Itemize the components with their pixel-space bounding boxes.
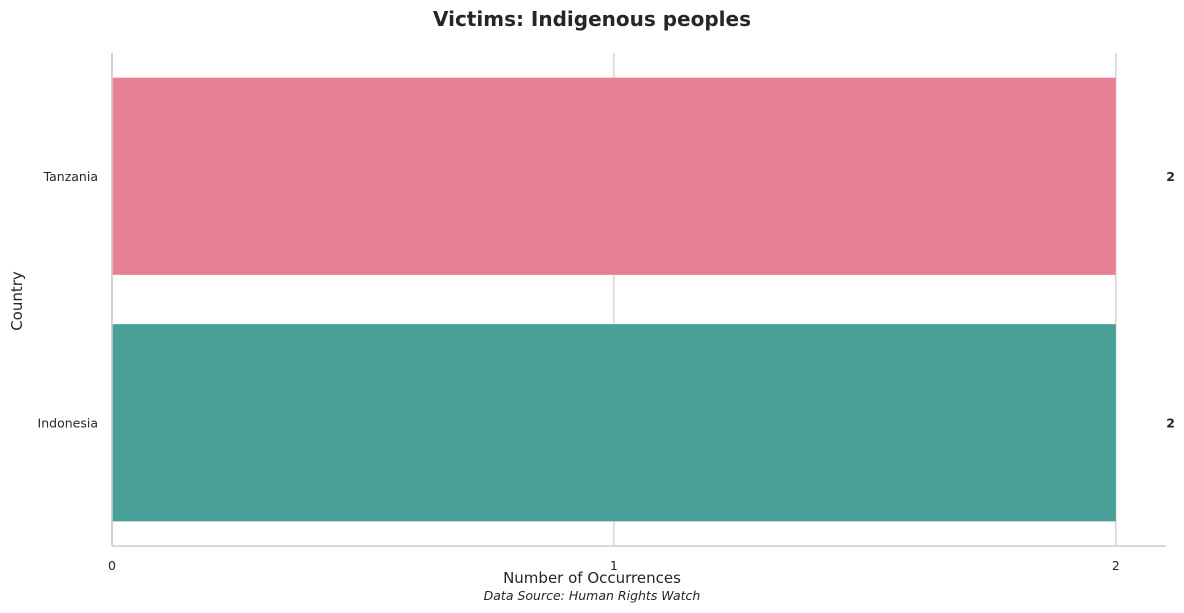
value-labels: 22 [1166,169,1175,431]
value-label: 2 [1166,415,1175,430]
x-tick-label: 2 [1112,558,1120,573]
bar-tanzania [112,77,1116,275]
y-tick-labels: Tanzania Indonesia [38,169,98,431]
x-tick-labels: 0 1 2 [108,558,1120,573]
y-tick-label: Indonesia [38,415,98,430]
x-tick-label: 0 [108,558,116,573]
bars [112,77,1116,522]
value-label: 2 [1166,169,1175,184]
x-axis-label: Number of Occurrences [503,569,681,587]
x-tick-label: 1 [610,558,618,573]
y-tick-label: Tanzania [43,169,98,184]
y-axis-label: Country [8,271,26,331]
chart-title: Victims: Indigenous peoples [433,7,751,31]
bar-indonesia [112,324,1116,522]
data-source-note: Data Source: Human Rights Watch [484,588,701,603]
